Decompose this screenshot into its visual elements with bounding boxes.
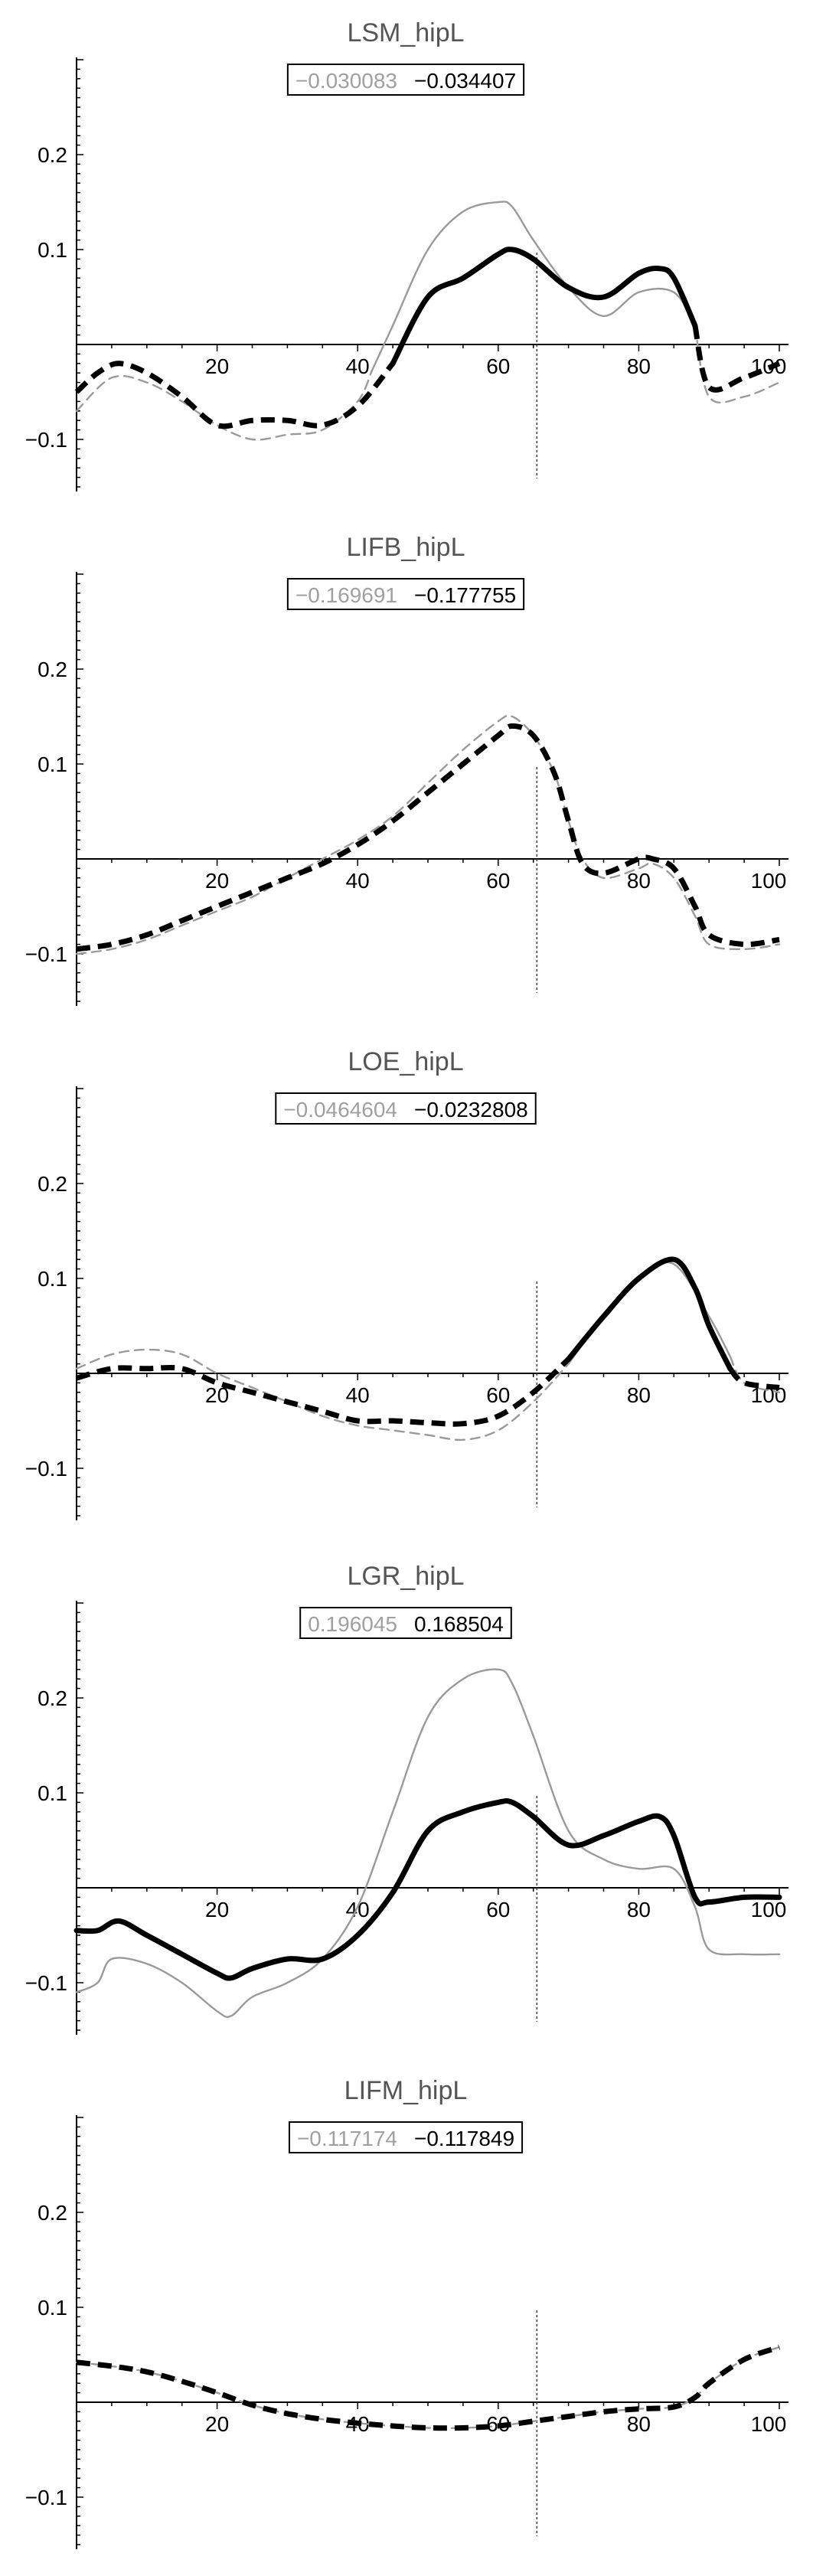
readout-gray-value: −0.0464604 xyxy=(283,1098,397,1121)
readout-box xyxy=(286,578,525,610)
series-line-black xyxy=(76,723,780,952)
chart-panel: LSM_hipL −0.030083 −0.034407 0.2 0.1 −0.1 20 40… xyxy=(25,18,789,491)
readout-box xyxy=(286,64,525,96)
series-line-black xyxy=(390,246,698,367)
series-line-gray xyxy=(371,201,696,372)
series-line-black xyxy=(76,2344,781,2431)
y-tick-label: 0.2 xyxy=(38,658,67,681)
chart-title: LIFB_hipL xyxy=(347,533,465,562)
readout-gray-value: −0.117174 xyxy=(297,2127,397,2150)
readout-box xyxy=(299,1607,512,1639)
chart-title: LIFM_hipL xyxy=(344,2076,468,2105)
x-tick-label: 80 xyxy=(627,869,651,893)
x-tick-label: 40 xyxy=(346,869,370,893)
series-line-gray xyxy=(75,2346,781,2429)
readout-box xyxy=(275,1092,537,1125)
y-tick-label: −0.1 xyxy=(25,942,67,966)
x-tick-label: 20 xyxy=(205,869,229,893)
readout-gray-value: −0.030083 xyxy=(295,69,397,93)
x-tick-label: 20 xyxy=(205,1898,229,1921)
y-tick-label: 0.2 xyxy=(38,2201,67,2225)
chart-panel: LGR_hipL 0.196045 0.168504 0.2 0.1 −0.1 20 40 60… xyxy=(25,1562,789,2035)
y-tick-label: −0.1 xyxy=(25,1971,67,1995)
series-line-gray xyxy=(729,1355,781,1393)
x-tick-label: 40 xyxy=(346,1898,370,1921)
readout-black-value: −0.034407 xyxy=(414,69,516,93)
x-tick-label: 40 xyxy=(346,354,370,378)
readout-black-value: −0.177755 xyxy=(414,583,516,607)
chart-panel: LOE_hipL−0.0464604 −0.02328080.20.1−0.120… xyxy=(25,1047,789,1520)
x-tick-label: 100 xyxy=(751,2412,787,2436)
value-readout: −0.030083 −0.034407 xyxy=(286,64,525,96)
readout-box xyxy=(288,2121,524,2153)
series-line-black xyxy=(566,1256,733,1372)
series-line-gray xyxy=(75,714,781,955)
readout-black-value: −0.0232808 xyxy=(414,1098,528,1121)
y-tick-label: 0.1 xyxy=(38,1267,67,1291)
readout-black-value: −0.117849 xyxy=(414,2127,514,2150)
x-tick-label: 20 xyxy=(205,2412,229,2436)
y-tick-label: 0.2 xyxy=(38,1172,67,1196)
x-tick-label: 100 xyxy=(751,1898,787,1921)
x-tick-label: 80 xyxy=(627,354,651,378)
x-tick-label: 40 xyxy=(346,1383,370,1407)
y-tick-label: 0.1 xyxy=(38,2296,67,2320)
chart-title: LGR_hipL xyxy=(347,1562,464,1591)
y-tick-label: −0.1 xyxy=(25,1457,67,1481)
y-tick-label: 0.1 xyxy=(38,1781,67,1805)
x-tick-label: 80 xyxy=(627,1898,651,1921)
series-line-black xyxy=(727,1366,780,1391)
series-line-gray xyxy=(75,370,373,441)
value-readout: −0.0464604 −0.0232808 xyxy=(275,1092,537,1125)
x-tick-label: 20 xyxy=(205,354,229,378)
value-readout: 0.196045 0.168504 xyxy=(299,1607,512,1639)
x-tick-label: 60 xyxy=(486,869,510,893)
x-tick-label: 60 xyxy=(486,1898,510,1921)
y-tick-label: 0.2 xyxy=(38,143,67,167)
y-tick-label: 0.2 xyxy=(38,1686,67,1710)
chart-panel: LIFB_hipL −0.169691 −0.177755 0.2 0.1 −0.1 20 4… xyxy=(25,533,789,1006)
chart-title: LSM_hipL xyxy=(347,18,464,47)
x-tick-label: 100 xyxy=(751,869,787,893)
y-tick-label: 0.1 xyxy=(38,238,67,262)
value-readout: −0.169691 −0.177755 xyxy=(286,578,525,610)
readout-gray-value: −0.169691 xyxy=(295,583,397,607)
y-tick-label: −0.1 xyxy=(25,428,67,452)
x-tick-label: 80 xyxy=(627,2412,651,2436)
readout-black-value: 0.168504 xyxy=(414,1612,504,1636)
series-line-black xyxy=(74,361,395,429)
readout-gray-value: 0.196045 xyxy=(308,1612,397,1636)
chart-title: LOE_hipL xyxy=(348,1047,463,1076)
series-line-gray xyxy=(75,1668,781,2018)
x-tick-label: 60 xyxy=(486,354,510,378)
series-line-black xyxy=(692,325,781,393)
y-tick-label: 0.1 xyxy=(38,753,67,776)
y-tick-label: −0.1 xyxy=(25,2486,67,2509)
series-line-gray xyxy=(75,1348,570,1441)
x-tick-label: 80 xyxy=(627,1383,651,1407)
series-line-black xyxy=(73,1797,782,1981)
x-tick-label: 60 xyxy=(486,1383,510,1407)
value-readout: −0.117174 −0.117849 xyxy=(288,2121,524,2153)
